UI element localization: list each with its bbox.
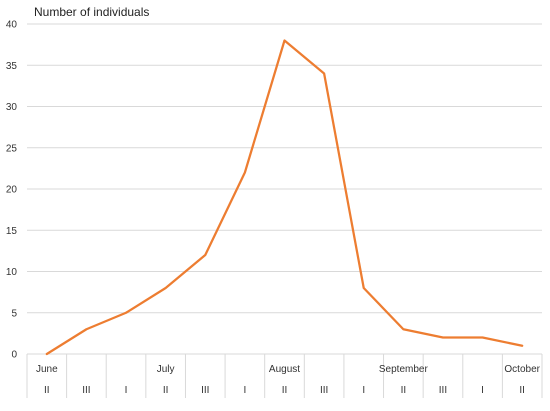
x-category-label-3: II (163, 385, 169, 396)
y-tick-label-35: 35 (6, 61, 18, 72)
y-tick-label-5: 5 (11, 308, 17, 319)
x-group-label-june: June (36, 364, 58, 375)
x-category-label-7: III (320, 385, 328, 396)
x-category-label-5: I (243, 385, 246, 396)
x-category-label-2: I (125, 385, 128, 396)
x-category-label-4: III (201, 385, 209, 396)
x-category-label-1: III (82, 385, 90, 396)
x-category-label-8: I (362, 385, 365, 396)
y-tick-label-20: 20 (6, 185, 18, 196)
x-category-label-12: II (519, 385, 525, 396)
y-axis-label: Number of individuals (34, 5, 149, 19)
x-category-label-9: II (401, 385, 407, 396)
x-category-label-11: I (481, 385, 484, 396)
x-category-label-0: II (44, 385, 50, 396)
series-lines (47, 40, 522, 354)
x-group-label-september: September (379, 364, 429, 375)
x-category-label-10: III (439, 385, 447, 396)
x-category-label-6: II (282, 385, 288, 396)
x-group-label-october: October (504, 364, 540, 375)
y-tick-label-15: 15 (6, 226, 18, 237)
y-tick-label-25: 25 (6, 143, 18, 154)
y-tick-label-30: 30 (6, 102, 18, 113)
x-group-label-august: August (269, 364, 300, 375)
gridlines (27, 24, 542, 313)
y-tick-label-40: 40 (6, 20, 18, 31)
series-line-0 (47, 41, 522, 355)
y-tick-labels: 0 5 10 15 20 25 30 35 40 (6, 20, 18, 361)
y-tick-label-0: 0 (11, 350, 17, 361)
y-tick-label-10: 10 (6, 267, 18, 278)
x-group-label-july: July (157, 364, 175, 375)
